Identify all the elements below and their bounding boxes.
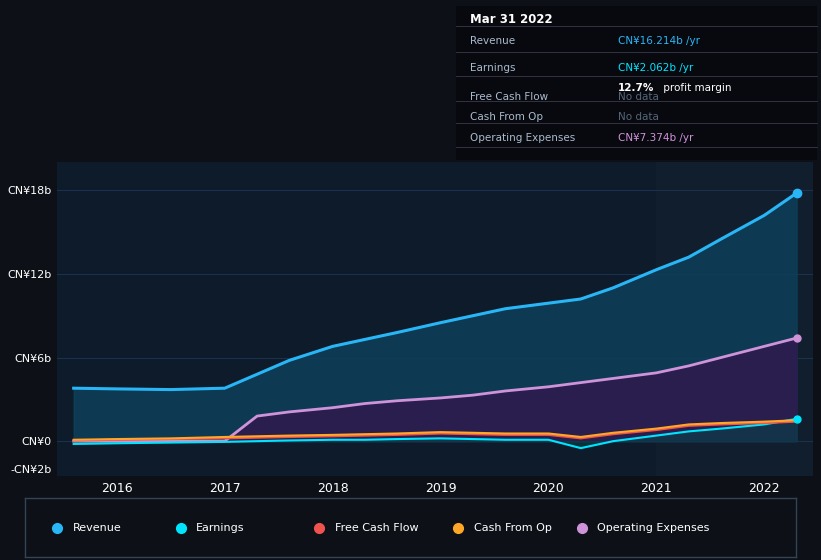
Text: No data: No data <box>618 112 659 122</box>
Text: Earnings: Earnings <box>196 523 245 533</box>
Text: No data: No data <box>618 92 659 102</box>
Text: Free Cash Flow: Free Cash Flow <box>470 92 548 102</box>
Text: Mar 31 2022: Mar 31 2022 <box>470 13 553 26</box>
Text: CN¥7.374b /yr: CN¥7.374b /yr <box>618 133 694 143</box>
Text: Revenue: Revenue <box>72 523 122 533</box>
Bar <box>656 162 813 476</box>
Text: Cash From Op: Cash From Op <box>474 523 552 533</box>
Text: CN¥16.214b /yr: CN¥16.214b /yr <box>618 36 700 46</box>
Text: profit margin: profit margin <box>660 83 732 92</box>
Text: Operating Expenses: Operating Expenses <box>470 133 576 143</box>
Text: Revenue: Revenue <box>470 36 516 46</box>
Text: 12.7%: 12.7% <box>618 83 654 92</box>
Text: Cash From Op: Cash From Op <box>470 112 544 122</box>
Text: CN¥2.062b /yr: CN¥2.062b /yr <box>618 63 694 73</box>
Text: Earnings: Earnings <box>470 63 516 73</box>
Text: Free Cash Flow: Free Cash Flow <box>335 523 419 533</box>
Text: Operating Expenses: Operating Expenses <box>597 523 709 533</box>
